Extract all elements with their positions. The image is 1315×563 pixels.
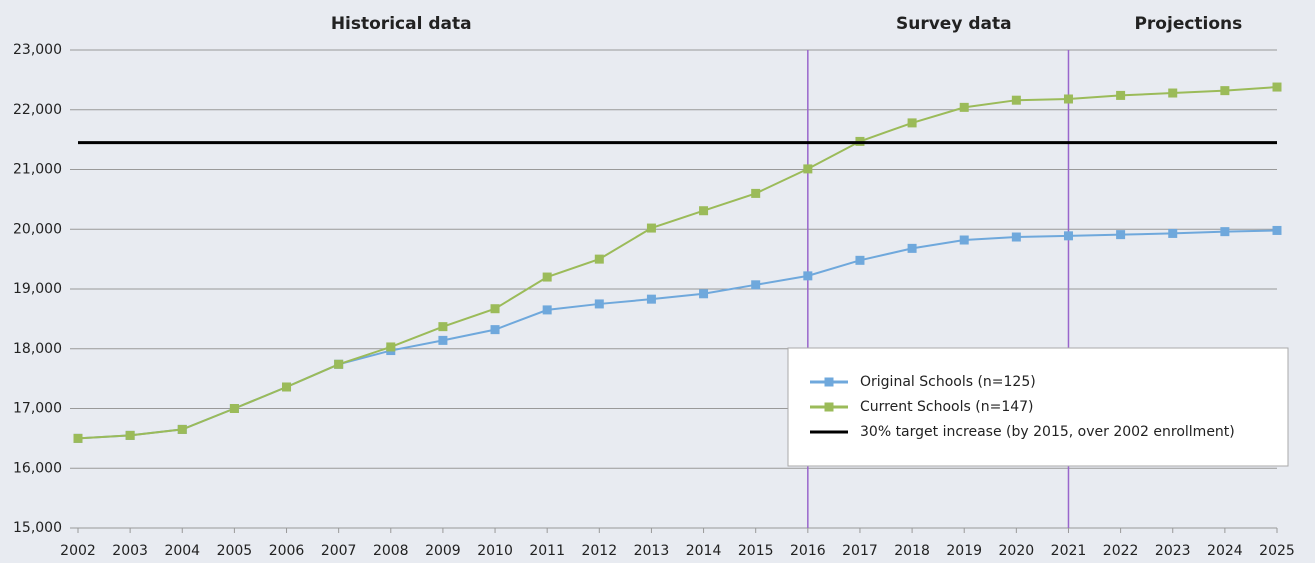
marker (229, 404, 239, 413)
legend-label: Original Schools (n=125) (860, 374, 1036, 390)
marker (959, 235, 969, 245)
marker (1011, 232, 1021, 242)
marker (699, 289, 709, 299)
x-tick-label: 2005 (217, 543, 253, 559)
section-label: Historical data (331, 14, 472, 34)
y-tick-label: 20,000 (13, 221, 62, 237)
legend-label: 30% target increase (by 2015, over 2002 … (860, 424, 1235, 440)
marker (1272, 225, 1282, 235)
x-tick-label: 2014 (686, 543, 722, 559)
x-tick-label: 2016 (790, 543, 826, 559)
marker (803, 164, 813, 174)
x-tick-label: 2004 (164, 543, 200, 559)
marker (1116, 230, 1126, 240)
marker (1063, 231, 1073, 241)
x-tick-label: 2018 (894, 543, 930, 559)
marker (1272, 82, 1282, 92)
marker (959, 102, 969, 112)
legend-box (787, 347, 1289, 467)
marker (125, 430, 135, 440)
section-label: Survey data (896, 14, 1012, 34)
marker (907, 243, 917, 253)
x-tick-label: 2013 (634, 543, 670, 559)
x-tick-label: 2010 (477, 543, 513, 559)
x-tick-label: 2019 (946, 543, 982, 559)
x-tick-label: 2008 (373, 543, 409, 559)
y-tick-label: 16,000 (13, 460, 62, 476)
x-tick-label: 2011 (529, 543, 565, 559)
marker (73, 433, 83, 443)
y-tick-label: 23,000 (13, 42, 62, 58)
x-tick-label: 2006 (269, 543, 305, 559)
marker (594, 299, 604, 309)
marker (1220, 227, 1230, 237)
y-tick-label: 22,000 (13, 102, 62, 118)
x-tick-label: 2012 (581, 543, 617, 559)
marker (1011, 95, 1021, 105)
marker (699, 206, 709, 216)
marker (646, 294, 656, 304)
y-tick-label: 17,000 (13, 401, 62, 417)
legend-marker (824, 402, 834, 412)
x-tick-label: 2015 (738, 543, 774, 559)
marker (1168, 88, 1178, 98)
marker (438, 322, 448, 332)
marker (1168, 228, 1178, 238)
x-tick-label: 2002 (60, 543, 96, 559)
marker (803, 271, 813, 281)
x-tick-label: 2025 (1259, 543, 1295, 559)
x-tick-label: 2021 (1051, 543, 1087, 559)
marker (594, 254, 604, 264)
x-tick-label: 2003 (112, 543, 148, 559)
marker (490, 304, 500, 314)
series-line (77, 86, 1278, 440)
legend-marker (824, 377, 834, 387)
y-tick-label: 19,000 (13, 281, 62, 297)
marker (1116, 90, 1126, 100)
marker (490, 325, 500, 335)
x-tick-label: 2017 (842, 543, 878, 559)
x-tick-label: 2007 (321, 543, 357, 559)
x-tick-label: 2009 (425, 543, 461, 559)
marker (542, 272, 552, 282)
marker (282, 382, 292, 392)
y-tick-label: 21,000 (13, 162, 62, 178)
x-tick-label: 2022 (1103, 543, 1139, 559)
x-tick-label: 2023 (1155, 543, 1191, 559)
legend-label: Current Schools (n=147) (860, 399, 1034, 415)
marker (1063, 94, 1073, 104)
marker (751, 280, 761, 290)
marker (386, 342, 396, 352)
marker (438, 335, 448, 345)
y-tick-label: 18,000 (13, 341, 62, 357)
marker (1220, 86, 1230, 96)
y-tick-label: 15,000 (13, 520, 62, 536)
marker (751, 188, 761, 198)
marker (542, 305, 552, 315)
marker (646, 223, 656, 233)
x-tick-label: 2024 (1207, 543, 1243, 559)
marker (177, 424, 187, 434)
marker (855, 255, 865, 265)
section-label: Projections (1134, 14, 1242, 34)
x-tick-label: 2020 (999, 543, 1035, 559)
marker (334, 359, 344, 369)
marker (907, 118, 917, 128)
